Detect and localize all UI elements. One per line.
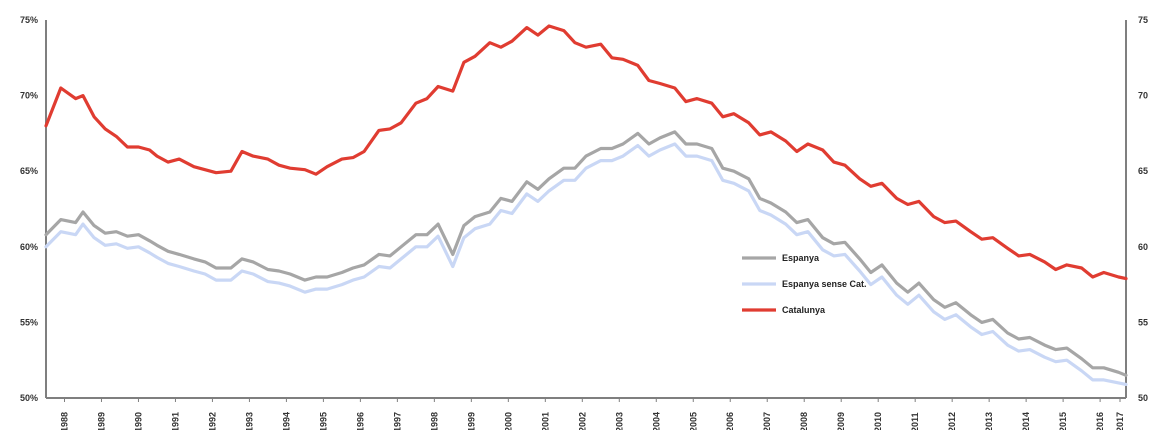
series-line-2 [44, 24, 1128, 281]
legend-label-1: Espanya sense Cat. [782, 279, 867, 289]
x-tick-label: 2006 [725, 412, 735, 430]
y-tick-label-left: 55% [20, 317, 38, 327]
x-tick-label: 1996 [355, 412, 365, 430]
x-tick-label: 2002 [577, 412, 587, 430]
x-tick-label: 2005 [688, 412, 698, 430]
series-lines [44, 24, 1128, 386]
x-tick-label: 2012 [947, 412, 957, 430]
x-tick-label: 1995 [318, 412, 328, 430]
y-tick-label-left: 75% [20, 15, 38, 25]
x-tick-label: 2000 [503, 412, 513, 430]
axes [45, 20, 1127, 399]
x-tick-label: 2008 [799, 412, 809, 430]
x-tick-label: 2017 [1115, 412, 1125, 430]
series-line-0 [44, 130, 1128, 377]
x-tick-label: 2013 [984, 412, 994, 430]
y-tick-label-right: 75 [1138, 15, 1148, 25]
x-tick-label: 2004 [651, 412, 661, 430]
y-tick-label-left: 65% [20, 166, 38, 176]
legend-label-0: Espanya [782, 253, 820, 263]
x-tick-label: 1990 [133, 412, 143, 430]
y-tick-label-right: 55 [1138, 317, 1148, 327]
series-line-1 [44, 142, 1128, 386]
x-tick-label: 1998 [429, 412, 439, 430]
x-tick-label: 2016 [1095, 412, 1105, 430]
legend-label-2: Catalunya [782, 305, 826, 315]
y-tick-label-right: 70 [1138, 91, 1148, 101]
x-tick-label: 1991 [170, 412, 180, 430]
tick-labels: 50% 55% 60% 65% 70% 75% 50 55 60 65 70 75 1988 1989 19… [20, 15, 1148, 430]
x-tick-label: 1988 [59, 412, 69, 430]
y-tick-label-right: 60 [1138, 242, 1148, 252]
x-tick-label: 1993 [244, 412, 254, 430]
x-tick-label: 2015 [1058, 412, 1068, 430]
x-tick-label: 1999 [466, 412, 476, 430]
y-tick-label-left: 60% [20, 242, 38, 252]
x-tick-label: 2003 [614, 412, 624, 430]
legend: Espanya Espanya sense Cat. Catalunya [742, 253, 867, 315]
y-tick-label-left: 70% [20, 91, 38, 101]
x-tick-label: 2011 [910, 412, 920, 430]
x-tick-label: 1989 [96, 412, 106, 430]
x-tick-label: 1997 [392, 412, 402, 430]
x-tick-label: 1994 [281, 412, 291, 430]
x-tick-label: 2009 [836, 412, 846, 430]
x-tick-label: 2010 [873, 412, 883, 430]
x-tick-label: 2007 [762, 412, 772, 430]
x-tick-label: 2014 [1021, 412, 1031, 430]
x-tick-label: 2001 [540, 412, 550, 430]
x-tick-label: 1992 [207, 412, 217, 430]
y-tick-label-right: 65 [1138, 166, 1148, 176]
y-tick-label-right: 50 [1138, 393, 1148, 403]
y-tick-label-left: 50% [20, 393, 38, 403]
